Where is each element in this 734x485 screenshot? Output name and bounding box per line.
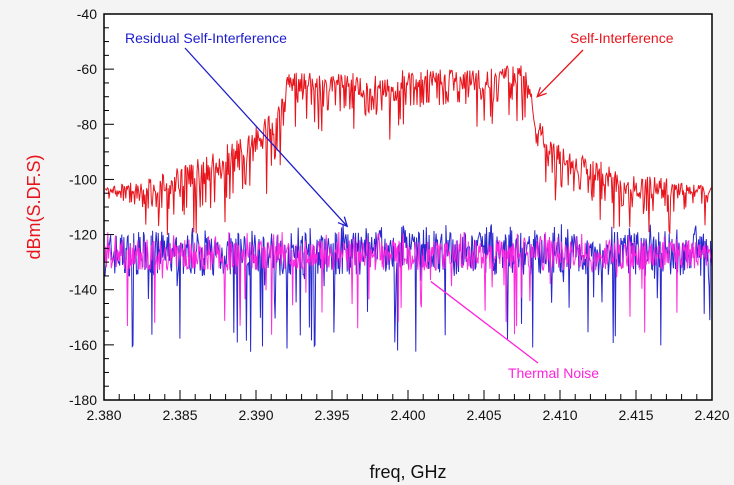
y-axis-label: dBm(S.DF.S) [24,154,44,259]
y-tick-label: -180 [69,392,97,408]
x-tick-labels: 2.380 2.385 2.390 2.395 2.400 2.405 2.410 2.415… [86,407,729,423]
y-tick-label: -160 [69,337,97,353]
y-tick-label: -40 [77,6,97,22]
residual-annotation-arrow [184,47,348,227]
self-interference-annotation-arrow [536,49,584,98]
x-axis-label: freq, GHz [369,462,446,482]
x-tick-label: 2.420 [694,407,729,423]
plot-area-background [104,14,712,400]
y-tick-label: -100 [69,171,97,187]
self-interference-label: Self-Interference [570,30,674,46]
x-tick-label: 2.410 [542,407,577,423]
x-tick-label: 2.415 [618,407,653,423]
x-tick-label: 2.380 [86,407,121,423]
y-tick-label: -80 [77,116,97,132]
self-interference-annotation-arrowhead [536,87,547,98]
y-tick-label: -120 [69,227,97,243]
residual-self-interference-label: Residual Self-Interference [125,30,287,46]
thermal-noise-annotation-line [430,280,539,364]
thermal-noise-label: Thermal Noise [508,365,599,381]
y-tick-labels: -40 -60 -80 -100 -120 -140 -160 -180 [69,6,97,408]
x-tick-label: 2.405 [466,407,501,423]
plot-frame [103,13,713,401]
y-tick-label: -140 [69,282,97,298]
x-tick-label: 2.400 [390,407,425,423]
x-tick-label: 2.385 [162,407,197,423]
x-tick-label: 2.390 [238,407,273,423]
annotations-layer: Residual Self-Interference Self-Interfer… [125,30,674,381]
traces-layer [104,65,713,352]
x-tick-label: 2.395 [314,407,349,423]
self-interference-trace [104,65,712,236]
thermal-noise-trace [104,231,713,335]
residual-annotation-arrowhead [337,216,349,228]
y-tick-label: -60 [77,61,97,77]
